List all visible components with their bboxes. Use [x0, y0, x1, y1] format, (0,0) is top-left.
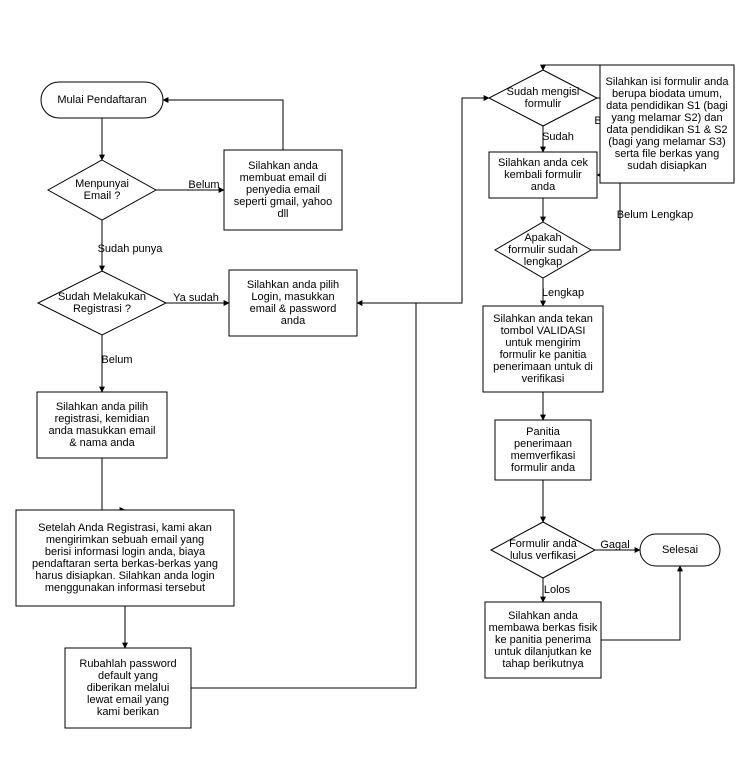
node-text-p_cek-0: Silahkan anda cek [498, 157, 588, 169]
node-text-p_valid-2: untuk mengirim [505, 337, 580, 349]
node-text-d_form-1: formulir [525, 98, 562, 110]
edge-p_pass-p_login [191, 303, 416, 688]
node-text-p_pass-0: Rubahlah password [79, 658, 176, 670]
node-text-p_login-3: anda [281, 315, 306, 327]
node-text-p_isi-4: data pendidikan S1 & S2 [606, 124, 727, 136]
node-d_reg: Sudah MelakukanRegistrasi ? [38, 271, 166, 335]
node-text-p_reg-3: & nama anda [69, 437, 135, 449]
node-text-p_pass-2: diberikan melalui [87, 682, 170, 694]
node-text-d_full-0: Apakah [524, 232, 561, 244]
node-end: Selesai [640, 534, 720, 566]
node-text-p_isi-7: sudah disiapkan [627, 160, 707, 172]
node-text-p_valid-5: verifikasi [522, 373, 565, 385]
node-text-p_login-2: email & password [250, 303, 337, 315]
node-text-d_reg-0: Sudah Melakukan [58, 291, 146, 303]
node-text-end-0: Selesai [662, 544, 698, 556]
edge-p_login-d_form [357, 98, 489, 303]
node-text-p_login-0: Silahkan anda pilih [247, 279, 339, 291]
node-p_isi: Silahkan isi formulir andaberupa biodata… [600, 65, 734, 183]
node-text-p_after-3: pendaftaran serta berkas-berkas yang [32, 558, 218, 570]
node-p_after: Setelah Anda Registrasi, kami akanmengir… [16, 510, 234, 606]
node-text-p_bawa-0: Silahkan anda [508, 610, 579, 622]
node-text-p_valid-1: tombol VALIDASI [501, 325, 586, 337]
node-text-d_full-2: lengkap [524, 256, 563, 268]
node-text-d_lulus-1: lulus verfikasi [510, 550, 576, 562]
node-p_pass: Rubahlah passworddefault yangdiberikan m… [65, 648, 191, 728]
edge-label-d_lulus-p_bawa: Lolos [544, 584, 571, 596]
node-text-p_pass-3: lewat email yang [87, 694, 169, 706]
node-text-d_reg-1: Registrasi ? [73, 303, 131, 315]
node-text-p_after-4: harus disiapkan. Silahkan anda login [35, 570, 214, 582]
edge-label-d_form-p_cek: Sudah [542, 131, 574, 143]
node-text-p_bawa-4: tahap berikutnya [502, 658, 584, 670]
node-text-p_login-1: Login, masukkan [251, 291, 334, 303]
node-text-d_lulus-0: Formulir anda [509, 538, 578, 550]
node-text-p_after-0: Setelah Anda Registrasi, kami akan [38, 522, 212, 534]
node-text-p_panitia-0: Panitia [526, 426, 561, 438]
node-d_form: Sudah mengisiformulir [489, 70, 597, 126]
node-p_login: Silahkan anda pilihLogin, masukkanemail … [229, 270, 357, 336]
node-p_bawa: Silahkan andamembawa berkas fisikke pani… [485, 602, 601, 678]
node-text-p_bawa-1: membawa berkas fisik [489, 622, 598, 634]
node-p_valid: Silahkan anda tekantombol VALIDASIuntuk … [483, 306, 603, 392]
edge-label-d_email-p_email: Belum [188, 179, 219, 191]
node-text-p_panitia-3: formulir anda [511, 462, 576, 474]
edge-label-d_email-d_reg: Sudah punya [98, 243, 164, 255]
node-p_reg: Silahkan anda pilihregistrasi, kemidiana… [37, 392, 167, 458]
node-p_email: Silahkan andamembuat email dipenyedia em… [224, 150, 342, 230]
node-text-p_cek-1: kembali formulir [504, 169, 582, 181]
node-text-p_after-5: menggunakan informasi tersebut [45, 582, 205, 594]
node-text-p_valid-4: penerimaan untuk di [493, 361, 593, 373]
node-text-p_cek-2: anda [531, 181, 556, 193]
edge-label-d_reg-p_reg: Belum [101, 354, 132, 366]
edge-p_reg-p_after [102, 458, 125, 510]
node-text-p_after-2: berisi informasi login anda, biaya [45, 546, 206, 558]
node-start: Mulai Pendaftaran [41, 82, 163, 118]
node-text-p_email-3: seperti gmail, yahoo [234, 196, 332, 208]
node-text-p_panitia-2: memverfikasi [511, 450, 576, 462]
node-text-p_isi-5: (bagi yang melamar S3) [608, 136, 725, 148]
node-text-p_reg-0: Silahkan anda pilih [56, 401, 148, 413]
node-text-p_email-1: membuat email di [240, 172, 327, 184]
edge-p_email-start [163, 100, 283, 150]
edge-label-d_lulus-end: Gagal [600, 539, 629, 551]
node-p_cek: Silahkan anda cekkembali formuliranda [489, 152, 597, 198]
node-text-p_pass-1: default yang [98, 670, 158, 682]
node-text-d_full-1: formulir sudah [508, 244, 578, 256]
node-text-p_isi-1: berupa biodata umum, [612, 88, 722, 100]
node-text-start-0: Mulai Pendaftaran [57, 94, 146, 106]
node-text-p_isi-3: yang melamar S2) dan [611, 112, 722, 124]
node-text-p_valid-0: Silahkan anda tekan [493, 313, 593, 325]
node-text-p_email-4: dll [277, 208, 288, 220]
node-text-p_bawa-3: untuk dilanjutkan ke [494, 646, 591, 658]
nodes-layer: Mulai Pendaftaran MenpunyaiEmail ? Silahka… [16, 65, 734, 728]
node-d_lulus: Formulir andalulus verfikasi [491, 522, 595, 578]
node-text-p_reg-1: registrasi, kemidian [55, 413, 150, 425]
node-text-p_email-2: penyedia email [246, 184, 320, 196]
node-text-p_valid-3: formulir ke panitia [500, 349, 588, 361]
node-text-d_form-0: Sudah mengisi [507, 86, 580, 98]
edge-label-d_reg-p_login: Ya sudah [173, 292, 219, 304]
node-text-p_isi-0: Silahkan isi formulir anda [606, 76, 730, 88]
node-d_email: MenpunyaiEmail ? [48, 160, 156, 220]
edge-label-d_full-p_cek: Belum Lengkap [617, 209, 693, 221]
node-text-p_email-0: Silahkan anda [248, 160, 319, 172]
edge-label-d_full-p_valid: Lengkap [542, 287, 584, 299]
edge-p_bawa-end [601, 566, 680, 640]
node-text-d_email-0: Menpunyai [75, 178, 129, 190]
node-text-p_panitia-1: penerimaan [514, 438, 572, 450]
node-text-p_reg-2: anda masukkan email [48, 425, 155, 437]
node-text-p_isi-2: data pendidikan S1 (bagi [606, 100, 728, 112]
node-text-p_bawa-2: ke panitia penerima [495, 634, 592, 646]
node-p_panitia: Panitiapenerimaanmemverfikasiformulir an… [495, 420, 591, 480]
node-text-d_email-1: Email ? [84, 190, 121, 202]
node-text-p_pass-4: kami berikan [97, 706, 159, 718]
node-text-p_after-1: mengirimkan sebuah email yang [46, 534, 204, 546]
node-text-p_isi-6: serta file berkas yang [615, 148, 720, 160]
node-d_full: Apakahformulir sudahlengkap [495, 222, 591, 278]
